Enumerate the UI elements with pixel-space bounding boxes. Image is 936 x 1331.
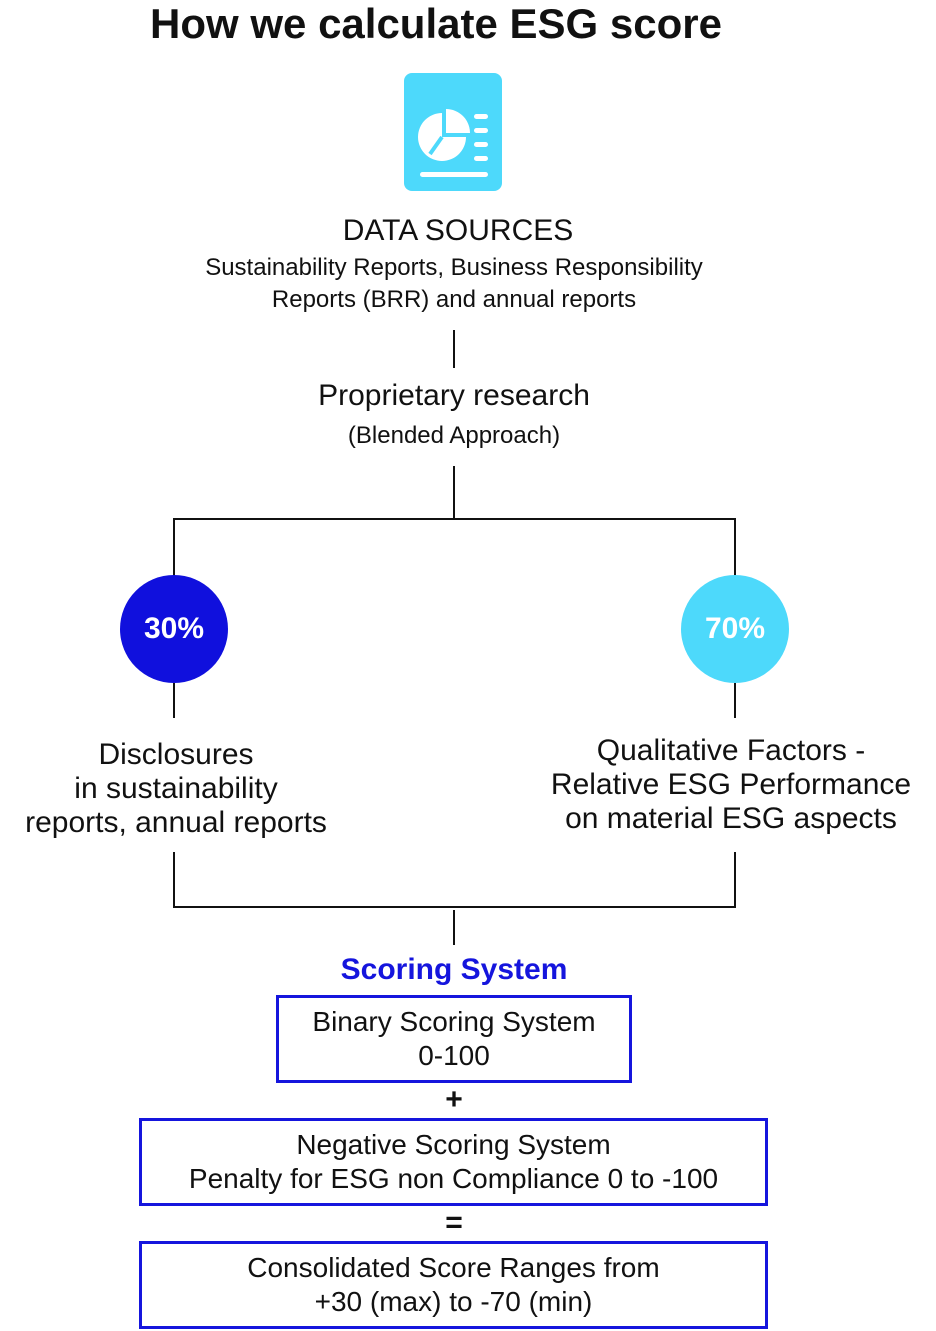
left-branch-line-bottom xyxy=(173,852,175,908)
left-branch-line-mid xyxy=(173,683,175,718)
research-heading: Proprietary research xyxy=(318,379,590,412)
data-sources-description: Sustainability Reports, Business Respons… xyxy=(150,252,758,316)
negative-scoring-title: Negative Scoring System xyxy=(296,1129,611,1160)
page-title: How we calculate ESG score xyxy=(150,0,722,47)
connector-merge-scoring xyxy=(453,910,455,945)
left-branch-line-2: in sustainability xyxy=(74,772,278,805)
right-branch-line-2: Relative ESG Performance xyxy=(550,768,912,801)
data-sources-heading: DATA SOURCES xyxy=(342,214,574,247)
binary-scoring-range: 0-100 xyxy=(418,1040,490,1071)
left-percent-value: 30% xyxy=(143,612,205,645)
right-branch-line-mid xyxy=(734,683,736,718)
left-branch-line-3: reports, annual reports xyxy=(25,806,327,839)
left-branch-description: Disclosures in sustainability reports, a… xyxy=(0,738,352,840)
consolidated-score-title: Consolidated Score Ranges from xyxy=(247,1252,660,1283)
negative-scoring-box: Negative Scoring System Penalty for ESG … xyxy=(139,1118,768,1206)
right-branch-description: Qualitative Factors - Relative ESG Perfo… xyxy=(526,734,936,836)
data-sources-line-1: Sustainability Reports, Business Respons… xyxy=(205,254,703,281)
right-percent-value: 70% xyxy=(704,612,766,645)
consolidated-score-box: Consolidated Score Ranges from +30 (max)… xyxy=(139,1241,768,1329)
binary-scoring-title: Binary Scoring System xyxy=(312,1006,596,1037)
scoring-system-title: Scoring System xyxy=(340,953,568,986)
right-branch-line-3: on material ESG aspects xyxy=(565,802,897,835)
right-branch-line-bottom xyxy=(734,852,736,908)
report-pie-chart-icon xyxy=(404,73,502,191)
negative-scoring-description: Penalty for ESG non Compliance 0 to -100 xyxy=(188,1163,719,1194)
equals-operator: = xyxy=(445,1206,463,1239)
merge-horizontal-line xyxy=(173,906,736,908)
connector-sources-research xyxy=(453,330,455,368)
consolidated-score-range: +30 (max) to -70 (min) xyxy=(314,1286,593,1317)
left-branch-line-1: Disclosures xyxy=(98,738,254,771)
right-branch-line-1: Qualitative Factors - xyxy=(596,734,866,767)
data-sources-line-2: Reports (BRR) and annual reports xyxy=(271,286,637,313)
plus-operator: + xyxy=(445,1083,463,1116)
right-percent-circle: 70% xyxy=(681,575,789,683)
research-subheading: (Blended Approach) xyxy=(347,422,561,449)
right-branch-line-top xyxy=(734,518,736,578)
left-percent-circle: 30% xyxy=(120,575,228,683)
binary-scoring-box: Binary Scoring System 0-100 xyxy=(276,995,632,1083)
split-horizontal-line xyxy=(173,518,736,520)
connector-research-split xyxy=(453,466,455,519)
left-branch-line-top xyxy=(173,518,175,578)
